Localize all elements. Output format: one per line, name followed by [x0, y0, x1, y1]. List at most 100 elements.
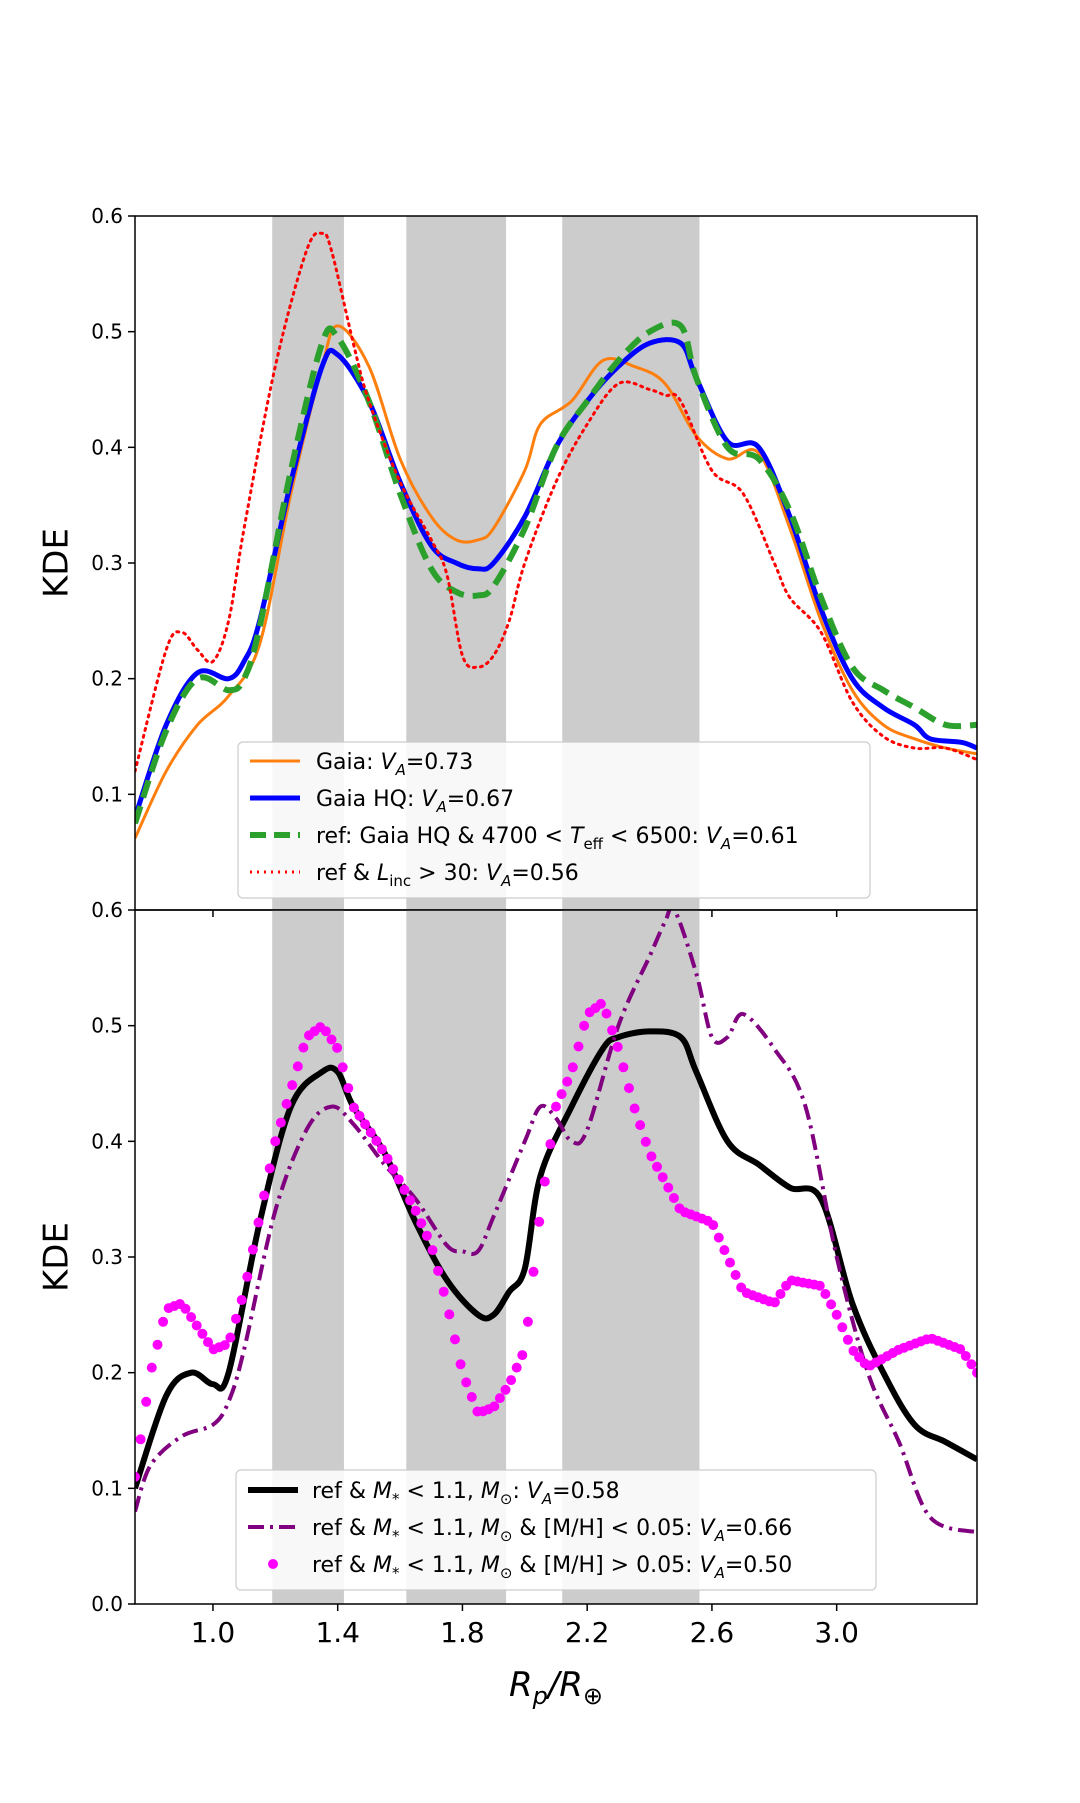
- bottom-x-ticks: 1.0 1.4 1.8 2.2 2.6 3.0: [191, 1604, 859, 1649]
- legend-label-ref-mstar-lowmh: ref & M* < 1.1, M⊙ & [M/H] < 0.05: VA=0.…: [312, 1516, 792, 1545]
- bottom-series-2-point: [837, 1322, 848, 1333]
- bottom-series-2-point: [450, 1334, 460, 1345]
- bottom-series-2-point: [231, 1313, 241, 1324]
- bottom-ytick-label: 0.4: [91, 1129, 123, 1153]
- bottom-series-2-point: [270, 1136, 281, 1147]
- bottom-panel: 0.0 0.1 0.2 0.3 0.4 0.5 0.6 1.0 1.4 1.8 2.2 2.6 3.0…: [37, 898, 978, 1710]
- bottom-series-2-point: [629, 1103, 640, 1114]
- bottom-xtick-label: 2.2: [565, 1616, 610, 1649]
- bottom-series-2-point: [433, 1265, 444, 1276]
- bottom-series-2-point: [500, 1384, 511, 1395]
- bottom-series-2-point: [511, 1362, 522, 1373]
- bottom-series-2-point: [365, 1127, 376, 1138]
- bottom-series-2-point: [236, 1295, 247, 1305]
- bottom-series-2-point: [253, 1217, 264, 1228]
- bottom-series-2-point: [399, 1184, 410, 1195]
- bottom-series-2-point: [348, 1102, 359, 1113]
- bottom-series-2-point: [601, 1008, 612, 1019]
- top-ytick-label: 0.1: [91, 782, 123, 806]
- bottom-ytick-label: 0.6: [91, 898, 123, 922]
- bottom-series-2-point: [393, 1174, 404, 1185]
- bottom-series-2-point: [562, 1076, 573, 1087]
- top-y-axis-label: KDE: [37, 528, 77, 598]
- bottom-series-2-point: [455, 1359, 466, 1370]
- legend-label-ref: ref: Gaia HQ & 4700 < Teff < 6500: VA=0.…: [316, 824, 799, 853]
- bottom-series-2-point: [539, 1176, 550, 1187]
- top-series-1-line: [135, 337, 977, 819]
- bottom-series-2-point: [556, 1089, 567, 1100]
- bottom-series-2-point: [814, 1280, 825, 1291]
- bottom-series-2-point: [343, 1083, 354, 1094]
- legend-label-ref-linc: ref & Linc > 30: VA=0.56: [316, 861, 579, 890]
- bottom-series-2-point: [528, 1266, 539, 1277]
- bottom-series-2-point: [382, 1153, 393, 1164]
- bottom-series-2-point: [955, 1344, 966, 1355]
- bottom-series-2-point: [719, 1245, 730, 1256]
- top-ytick-label: 0.6: [91, 204, 123, 228]
- bottom-series-2-point: [135, 1434, 146, 1445]
- bottom-series-2-point: [534, 1216, 545, 1227]
- bottom-series-2-point: [713, 1232, 724, 1243]
- bottom-series-2-point: [517, 1350, 528, 1361]
- top-series-2-line: [135, 319, 977, 825]
- bottom-series-2-point: [405, 1195, 416, 1206]
- bottom-series-2-point: [730, 1270, 741, 1280]
- bottom-series-2-point: [421, 1230, 432, 1241]
- bottom-series-group: [135, 910, 977, 1535]
- bottom-series-2-point: [820, 1289, 831, 1299]
- bottom-series-2-point: [191, 1320, 202, 1331]
- bottom-series-2-point: [247, 1244, 258, 1255]
- bottom-series-2-point: [461, 1377, 472, 1388]
- bottom-xtick-label: 1.0: [191, 1616, 236, 1649]
- bottom-series-2-point: [573, 1041, 584, 1052]
- bottom-series-2-point: [618, 1062, 629, 1073]
- bottom-series-2-point: [264, 1163, 275, 1174]
- bottom-series-2-point: [141, 1396, 152, 1407]
- top-ytick-label: 0.4: [91, 435, 123, 459]
- bottom-series-2-point: [635, 1120, 646, 1131]
- bottom-series-2-point: [152, 1339, 163, 1350]
- top-legend-box: [237, 741, 871, 899]
- bottom-series-2-point: [275, 1117, 286, 1128]
- top-ytick-label: 0.3: [91, 551, 123, 575]
- bottom-series-2-point: [332, 1042, 343, 1053]
- bottom-series-2-point: [567, 1062, 578, 1073]
- bottom-y-axis-label: KDE: [37, 1222, 77, 1292]
- bottom-series-2-point: [197, 1328, 208, 1339]
- bottom-series-2-point: [259, 1190, 270, 1201]
- bottom-series-2-point: [652, 1161, 662, 1172]
- bottom-series-2-point: [646, 1151, 657, 1162]
- top-ytick-label: 0.5: [91, 320, 123, 344]
- bottom-legend-box: [235, 1469, 877, 1591]
- bottom-series-0-line: [135, 1028, 977, 1490]
- bottom-series-2-point: [281, 1098, 292, 1109]
- bottom-series-2-point: [416, 1218, 427, 1229]
- top-legend: Gaia: VA=0.73 Gaia HQ: VA=0.67 ref: Gaia…: [237, 741, 871, 899]
- legend-label-gaia: Gaia: VA=0.73: [316, 750, 473, 779]
- bottom-series-2-point: [438, 1286, 449, 1297]
- bottom-series-2-point: [410, 1205, 421, 1216]
- legend-label-ref-mstar-highmh: ref & M* < 1.1, M⊙ & [M/H] > 0.05: VA=0.…: [312, 1553, 792, 1582]
- bottom-series-2-point: [158, 1316, 169, 1327]
- bottom-series-2-point: [292, 1061, 303, 1072]
- x-axis-label: Rp/R⊕: [509, 1665, 603, 1710]
- legend-label-ref-mstar: ref & M* < 1.1, M⊙: VA=0.58: [312, 1479, 620, 1508]
- bottom-series-2-point: [135, 1471, 140, 1482]
- bottom-series-2-point: [186, 1312, 197, 1323]
- bottom-series-2-point: [203, 1337, 213, 1348]
- top-series-3-line: [135, 231, 977, 773]
- bottom-series-2-point: [444, 1309, 455, 1320]
- top-ytick-label: 0.2: [91, 667, 123, 691]
- bottom-series-2-point: [388, 1164, 399, 1175]
- bottom-ytick-label: 0.5: [91, 1014, 123, 1038]
- top-y-ticks: 0.1 0.2 0.3 0.4 0.5 0.6: [91, 204, 135, 806]
- bottom-series-1-line: [135, 910, 977, 1535]
- bottom-series-2-point: [725, 1257, 735, 1268]
- bottom-xtick-label: 2.6: [690, 1616, 735, 1649]
- bottom-ytick-label: 0.2: [91, 1361, 123, 1385]
- bottom-series-2-point: [242, 1271, 253, 1282]
- bottom-series-2-point: [298, 1042, 309, 1053]
- bottom-series-2-point: [966, 1359, 977, 1370]
- top-series-group: [135, 231, 977, 839]
